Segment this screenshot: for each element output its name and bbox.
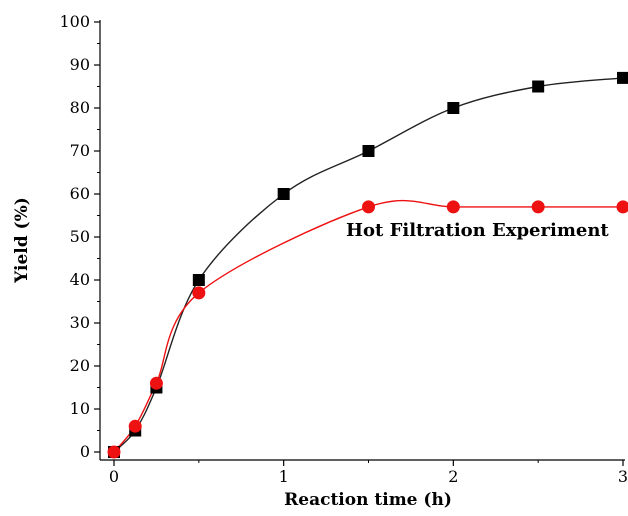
series-0-line xyxy=(114,78,623,452)
x-tick-label-2: 2 xyxy=(448,467,458,486)
y-tick-label-20: 20 xyxy=(70,356,90,375)
series-1-point-1 xyxy=(129,420,142,433)
x-tick-label-0: 0 xyxy=(109,467,119,486)
y-tick-label-0: 0 xyxy=(80,442,90,461)
series-1-point-4 xyxy=(362,200,375,213)
series-0-point-7 xyxy=(532,81,544,93)
y-tick-label-60: 60 xyxy=(70,184,90,203)
y-tick-label-30: 30 xyxy=(70,313,90,332)
y-tick-label-70: 70 xyxy=(70,141,90,160)
x-axis-title: Reaction time (h) xyxy=(284,490,452,510)
series-1-point-5 xyxy=(447,200,460,213)
series-0-point-4 xyxy=(278,188,290,200)
annotation-hot-filtration: Hot Filtration Experiment xyxy=(346,220,609,241)
y-tick-label-100: 100 xyxy=(59,12,90,31)
series-0-point-5 xyxy=(363,145,375,157)
y-tick-label-90: 90 xyxy=(70,55,90,74)
x-tick-label-1: 1 xyxy=(279,467,289,486)
series-1-point-6 xyxy=(532,200,545,213)
series-0-point-6 xyxy=(447,102,459,114)
y-tick-label-80: 80 xyxy=(70,98,90,117)
series-markers xyxy=(108,72,628,459)
series-0-point-3 xyxy=(193,274,205,286)
y-tick-label-40: 40 xyxy=(70,270,90,289)
series-0-point-8 xyxy=(617,72,628,84)
y-tick-label-50: 50 xyxy=(70,227,90,246)
x-tick-label-3: 3 xyxy=(618,467,628,486)
series-lines xyxy=(114,78,623,452)
series-1-point-3 xyxy=(192,286,205,299)
y-tick-label-10: 10 xyxy=(70,399,90,418)
series-1-point-0 xyxy=(108,446,121,459)
series-1-point-7 xyxy=(617,200,628,213)
series-1-point-2 xyxy=(150,377,163,390)
y-axis-title: Yield (%) xyxy=(12,197,32,284)
